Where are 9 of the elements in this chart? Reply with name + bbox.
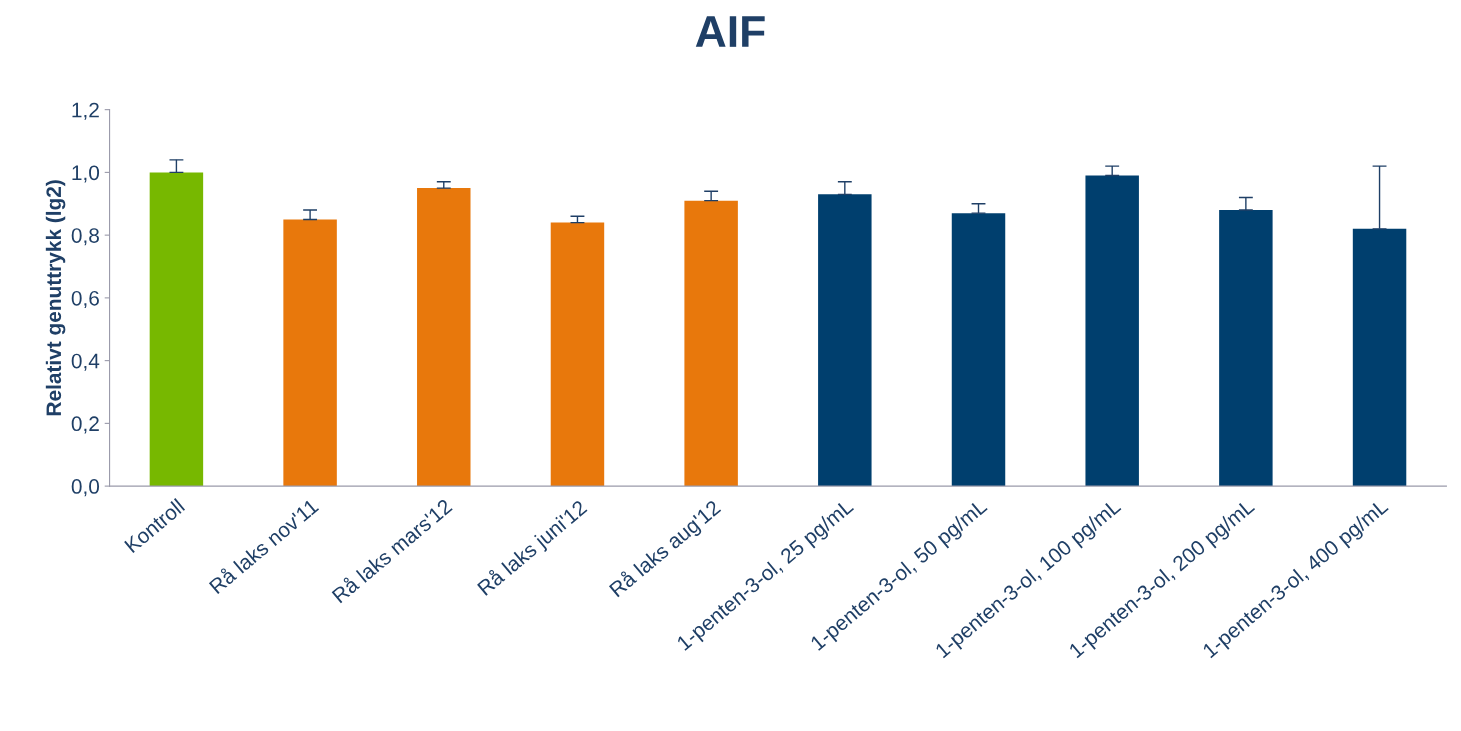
chart-title: AIF <box>695 16 765 47</box>
y-tick-label: 0,8 <box>71 228 99 246</box>
y-tick-label: 1,0 <box>72 165 100 183</box>
y-axis-title: Relativt genuttrykk (lg2) <box>45 180 66 416</box>
y-tick-label: 1,2 <box>72 102 99 120</box>
y-tick-label: 0,2 <box>71 416 99 434</box>
y-tick-label: 0,0 <box>71 479 100 497</box>
y-tick-label: 0,6 <box>71 290 99 309</box>
y-tick-label: 0,4 <box>71 353 100 371</box>
